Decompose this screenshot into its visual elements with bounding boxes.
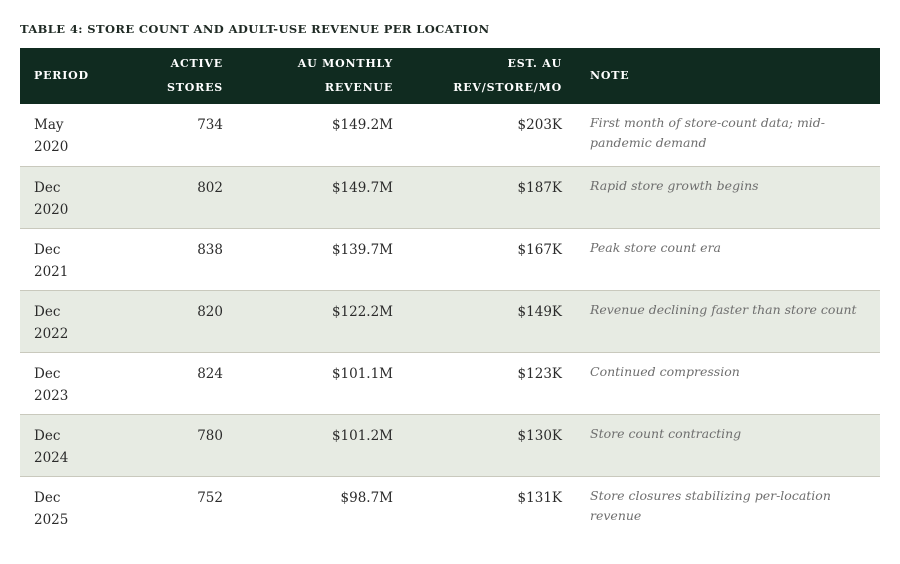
cell-period: Dec 2023 — [34, 365, 69, 404]
header-active-stores: ACTIVE STORES — [167, 57, 223, 94]
cell-note: Rapid store growth begins — [590, 177, 759, 193]
table-row: Dec 2020 802 $149.7M $187K Rapid store g… — [20, 166, 880, 228]
cell-au-monthly-revenue: $101.2M — [331, 427, 393, 444]
table-row: Dec 2025 752 $98.7M $131K Store closures… — [20, 476, 880, 538]
cell-period: Dec 2020 — [34, 179, 69, 218]
table-title: TABLE 4: STORE COUNT AND ADULT-USE REVEN… — [20, 22, 490, 36]
cell-note: Revenue declining faster than store coun… — [590, 301, 857, 317]
header-period: PERIOD — [34, 69, 89, 82]
cell-active-stores: 734 — [197, 117, 223, 133]
table-row: Dec 2021 838 $139.7M $167K Peak store co… — [20, 228, 880, 290]
cell-rev-per-store: $131K — [517, 489, 562, 506]
store-revenue-table: PERIOD ACTIVE STORES AU MONTHLY REVENUE ES… — [20, 48, 880, 538]
cell-active-stores: 752 — [197, 489, 223, 506]
cell-rev-per-store: $123K — [517, 365, 562, 382]
cell-active-stores: 802 — [197, 179, 223, 196]
cell-au-monthly-revenue: $139.7M — [331, 241, 393, 258]
cell-period: Dec 2024 — [34, 427, 69, 466]
cell-rev-per-store: $167K — [517, 241, 562, 258]
table-row: Dec 2024 780 $101.2M $130K Store count c… — [20, 414, 880, 476]
header-au-monthly-revenue: AU MONTHLY REVENUE — [297, 57, 393, 94]
cell-active-stores: 838 — [197, 241, 223, 258]
cell-au-monthly-revenue: $122.2M — [331, 303, 393, 320]
cell-active-stores: 820 — [197, 303, 223, 320]
cell-rev-per-store: $187K — [517, 179, 562, 196]
cell-au-monthly-revenue: $101.1M — [331, 365, 393, 382]
table-row: Dec 2023 824 $101.1M $123K Continued com… — [20, 352, 880, 414]
header-rev-per-store: EST. AU REV/STORE/MO — [453, 57, 562, 94]
cell-rev-per-store: $149K — [517, 303, 562, 320]
cell-au-monthly-revenue: $149.2M — [331, 117, 393, 133]
cell-period: Dec 2021 — [34, 241, 69, 280]
cell-rev-per-store: $130K — [517, 427, 562, 444]
cell-period: May 2020 — [34, 117, 69, 155]
cell-period: Dec 2025 — [34, 489, 69, 528]
cell-active-stores: 824 — [197, 365, 223, 382]
cell-note: Store count contracting — [590, 425, 742, 441]
table-header-row: PERIOD ACTIVE STORES AU MONTHLY REVENUE ES… — [20, 48, 880, 104]
cell-period: Dec 2022 — [34, 303, 69, 342]
cell-au-monthly-revenue: $149.7M — [331, 179, 393, 196]
cell-note: Store closures stabilizing per-location … — [590, 487, 831, 523]
table-row: May 2020 734 $149.2M $203K First month o… — [20, 104, 880, 166]
header-note: NOTE — [590, 69, 630, 82]
cell-note: Continued compression — [590, 363, 740, 379]
table-row: Dec 2022 820 $122.2M $149K Revenue decli… — [20, 290, 880, 352]
cell-au-monthly-revenue: $98.7M — [340, 489, 393, 506]
cell-active-stores: 780 — [197, 427, 223, 444]
cell-note: Peak store count era — [590, 239, 722, 255]
cell-note: First month of store-count data; mid-pan… — [590, 115, 826, 150]
cell-rev-per-store: $203K — [517, 117, 562, 133]
